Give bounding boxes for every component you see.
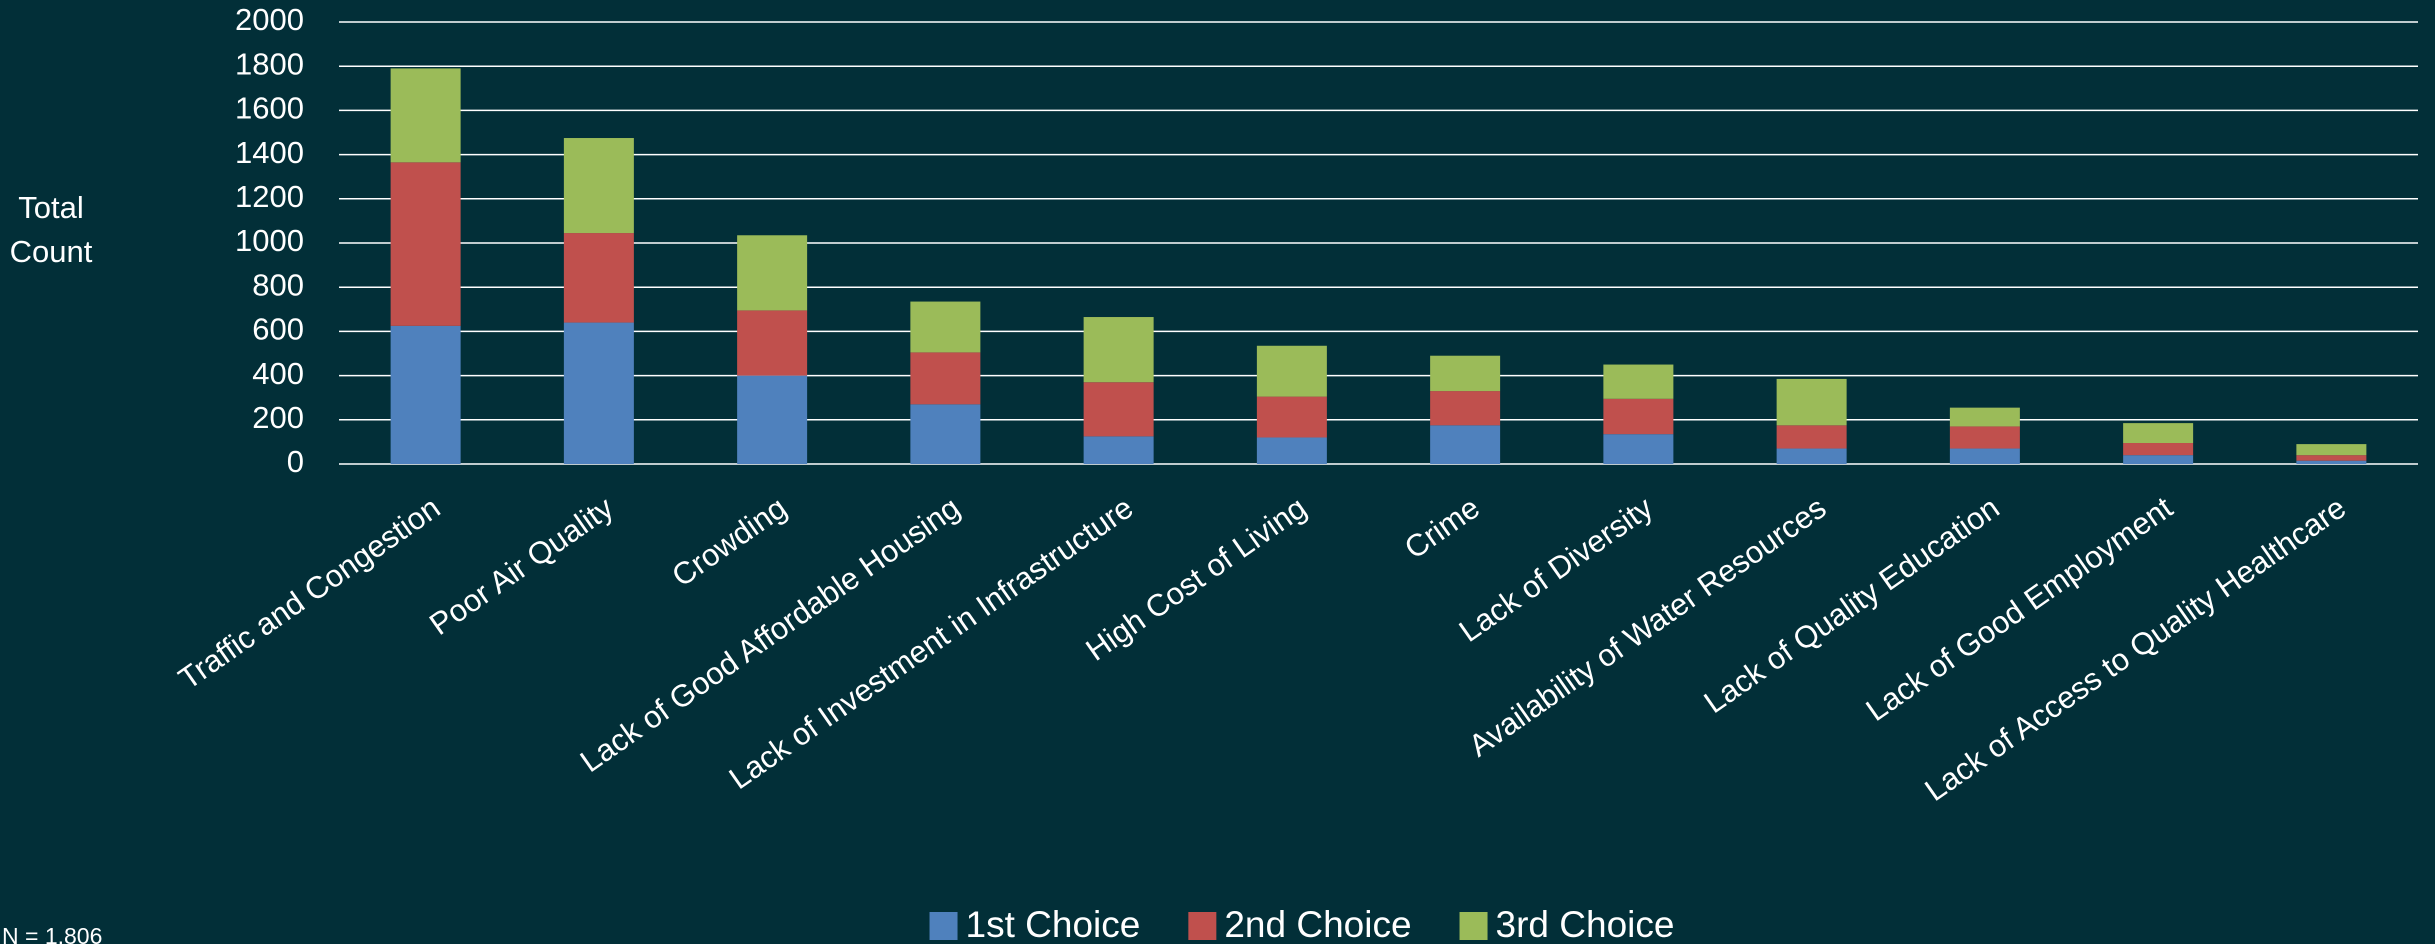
bar-segment (563, 138, 634, 234)
bar-segment (1603, 364, 1674, 399)
bar-segment (1776, 425, 1847, 449)
bar-segment (1949, 407, 2020, 427)
bar-segment (1603, 434, 1674, 464)
note: N = 1,806 (2, 923, 102, 944)
bar-segment (1603, 398, 1674, 435)
y-tick-label: 1800 (235, 46, 304, 81)
legend: 1st Choice 2nd Choice 3rd Choice (929, 904, 1675, 944)
legend-swatch (1459, 912, 1488, 940)
bar-segment (2296, 444, 2367, 456)
y-tick-label: 800 (252, 267, 304, 302)
bar-segment (1949, 448, 2020, 464)
bar-segment (2296, 455, 2367, 461)
bar-segment (390, 325, 461, 464)
bar-segment (563, 322, 634, 464)
y-tick-label: 1400 (235, 135, 304, 170)
bar-segment (1776, 448, 1847, 464)
y-tick-label: 1000 (235, 223, 304, 258)
legend-label: 1st Choice (966, 904, 1141, 944)
legend-label: 2nd Choice (1224, 904, 1411, 944)
y-tick-label: 600 (252, 312, 304, 347)
bar-segment (1083, 382, 1154, 437)
bar-segment (1430, 425, 1501, 464)
bar-segment (2296, 460, 2367, 464)
y-tick-label: 2000 (235, 2, 304, 37)
y-tick-label: 1600 (235, 91, 304, 126)
bar-segment (1430, 391, 1501, 426)
y-axis-title: Total Count (10, 190, 93, 269)
bar-segment (737, 375, 808, 464)
bar-segment (1083, 436, 1154, 464)
bar-segment (737, 235, 808, 311)
bar-segment (390, 68, 461, 163)
bar-segment (910, 352, 981, 405)
y-tick-label: 0 (287, 444, 304, 479)
bar-segment (2123, 423, 2194, 444)
bar-segment (737, 310, 808, 376)
bar-segment (1256, 437, 1327, 464)
bar-segment (2123, 443, 2194, 456)
bar-segment (1430, 355, 1501, 392)
y-tick-label: 200 (252, 400, 304, 435)
y-tick-label: 400 (252, 356, 304, 391)
bar-segment (910, 404, 981, 464)
legend-swatch (929, 912, 958, 940)
bar-segment (1776, 378, 1847, 426)
legend-swatch (1188, 912, 1217, 940)
bar-segment (1256, 345, 1327, 397)
bar-segment (563, 233, 634, 323)
bar-segment (2123, 455, 2194, 464)
bar-segment (1256, 396, 1327, 438)
bar-segment (910, 301, 981, 353)
legend-label: 3rd Choice (1496, 904, 1675, 944)
bar-segment (1083, 317, 1154, 383)
bar-segment (390, 162, 461, 326)
y-tick-label: 1200 (235, 179, 304, 214)
bar-segment (1949, 426, 2020, 449)
